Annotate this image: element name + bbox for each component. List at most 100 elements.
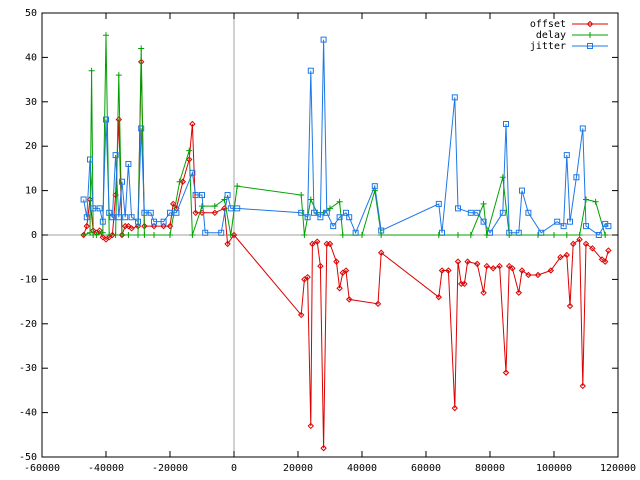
data-point	[138, 45, 145, 52]
data-point	[538, 229, 545, 236]
data-point	[109, 214, 116, 221]
data-point	[480, 289, 487, 296]
data-point	[487, 229, 493, 236]
data-point	[147, 209, 154, 216]
data-point	[515, 289, 523, 296]
y-tick-label: -30	[19, 363, 37, 374]
data-point	[323, 209, 330, 216]
data-point	[595, 232, 602, 238]
data-point	[352, 229, 359, 236]
data-point	[234, 205, 241, 212]
data-point	[474, 209, 481, 216]
data-point	[199, 192, 205, 199]
data-point	[135, 218, 141, 225]
data-point	[480, 200, 487, 207]
data-point	[227, 205, 234, 212]
data-point	[342, 267, 350, 274]
y-tick-label: 10	[25, 186, 37, 197]
x-tick-label: 20000	[283, 463, 313, 474]
data-point	[525, 271, 532, 279]
data-point	[467, 209, 474, 216]
legend-label: jitter	[530, 41, 566, 52]
data-point	[557, 253, 564, 261]
data-point	[189, 169, 196, 176]
data-point	[301, 232, 308, 238]
data-point	[83, 214, 90, 221]
data-point	[445, 267, 452, 274]
legend-marker	[587, 43, 593, 49]
data-point	[176, 178, 183, 185]
legend-marker	[586, 20, 594, 28]
data-point	[563, 251, 571, 259]
data-point	[307, 422, 315, 430]
data-point	[563, 232, 570, 238]
data-point	[103, 32, 109, 39]
legend-marker	[587, 32, 593, 38]
data-point	[125, 222, 132, 230]
data-point	[573, 174, 580, 181]
data-point	[189, 120, 196, 128]
data-point	[106, 232, 113, 238]
data-point	[336, 285, 343, 292]
data-point	[141, 232, 148, 238]
data-point	[138, 125, 145, 132]
data-point	[106, 209, 113, 216]
data-point	[141, 209, 148, 216]
data-point	[569, 240, 577, 248]
data-point	[167, 232, 173, 238]
data-point	[547, 267, 555, 274]
x-tick-label: 0	[231, 463, 237, 474]
data-point	[115, 116, 123, 123]
x-tick-label: 120000	[600, 463, 636, 474]
data-point	[211, 209, 219, 217]
x-tick-label: 60000	[411, 463, 441, 474]
y-tick-label: -40	[19, 408, 37, 419]
data-point	[125, 160, 132, 167]
data-point	[525, 209, 532, 216]
data-point	[605, 223, 612, 230]
data-point	[551, 232, 557, 238]
data-point	[103, 116, 109, 123]
x-tick-label: -40000	[88, 463, 124, 474]
data-point	[519, 187, 525, 194]
data-point	[499, 209, 506, 216]
data-point	[87, 229, 93, 236]
data-point	[160, 222, 167, 230]
data-point	[109, 231, 116, 239]
data-point	[307, 67, 314, 74]
data-point	[227, 232, 234, 238]
data-point	[330, 223, 337, 230]
data-point	[467, 232, 474, 238]
data-point	[234, 183, 241, 190]
x-tick-label: 100000	[536, 463, 572, 474]
data-point	[199, 203, 205, 210]
x-tick-label: -60000	[24, 463, 60, 474]
data-point	[502, 369, 510, 376]
data-point	[509, 265, 516, 272]
data-point	[461, 280, 468, 288]
plot-border	[41, 12, 619, 458]
data-point	[160, 218, 167, 225]
data-point	[503, 121, 509, 127]
data-point	[115, 72, 122, 79]
data-point	[189, 232, 196, 238]
x-tick-label: 80000	[475, 463, 505, 474]
data-point	[186, 147, 193, 154]
data-point	[173, 209, 180, 216]
series-line	[83, 61, 609, 449]
y-tick-label: 40	[25, 52, 37, 63]
data-point	[96, 227, 103, 234]
data-point	[135, 232, 141, 238]
data-point	[99, 234, 107, 241]
y-tick-label: -10	[19, 274, 37, 285]
data-point	[592, 198, 599, 205]
data-point	[224, 240, 231, 248]
data-point	[297, 311, 305, 319]
data-point	[167, 209, 173, 216]
data-point	[88, 67, 95, 74]
data-point	[304, 273, 311, 281]
data-point	[99, 229, 106, 236]
y-tick-label: 20	[25, 141, 37, 152]
data-point	[483, 262, 491, 270]
